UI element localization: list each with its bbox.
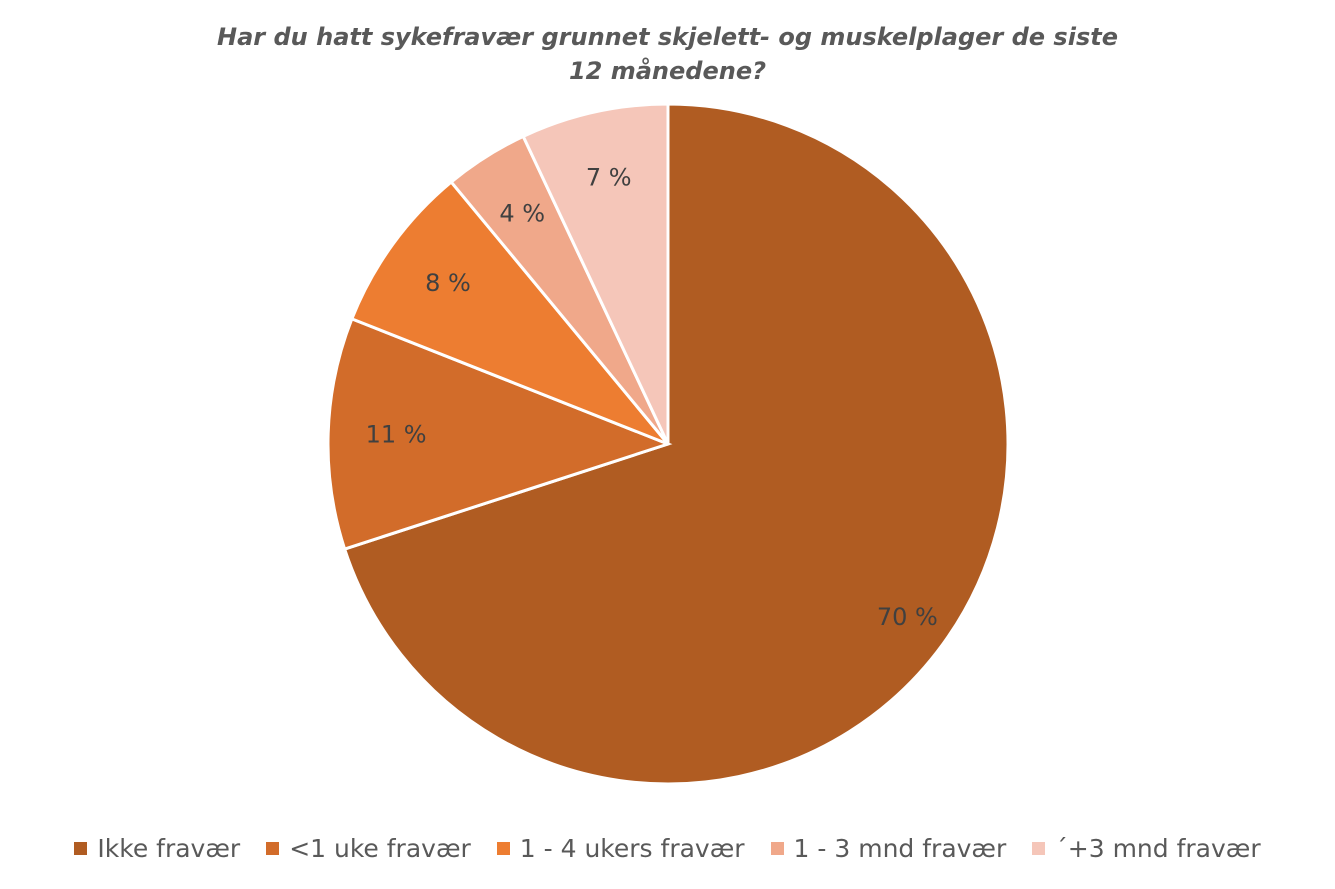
- legend-item: ´+3 mnd fravær: [1032, 834, 1261, 863]
- data-label: 4 %: [499, 199, 545, 227]
- legend-label: Ikke fravær: [97, 834, 241, 863]
- legend-swatch: [266, 842, 280, 855]
- legend-label: ´+3 mnd fravær: [1055, 834, 1261, 863]
- data-label: 11 %: [366, 420, 427, 448]
- legend-item: 1 - 3 mnd fravær: [770, 834, 1007, 863]
- legend-label: 1 - 3 mnd fravær: [793, 834, 1007, 863]
- chart-title: Har du hatt sykefravær grunnet skjelett-…: [217, 23, 1118, 85]
- legend-swatch: [74, 842, 88, 855]
- legend-swatch: [1032, 842, 1046, 855]
- legend-swatch: [496, 842, 510, 855]
- data-label: 70 %: [877, 603, 938, 631]
- legend-item: <1 uke fravær: [266, 834, 471, 863]
- legend-item: 1 - 4 ukers fravær: [496, 834, 745, 863]
- data-label: 7 %: [586, 164, 632, 192]
- legend: Ikke fravær <1 uke fravær 1 - 4 ukers frav…: [0, 834, 1335, 863]
- legend-swatch: [770, 842, 784, 855]
- legend-label: <1 uke fravær: [289, 834, 471, 863]
- pie-slice: [521, 102, 670, 445]
- pie-slice: [342, 102, 1010, 786]
- legend-item: Ikke fravær: [74, 834, 240, 863]
- pie-slice: [349, 179, 670, 446]
- pie-slice: [326, 316, 673, 551]
- data-label: 8 %: [425, 269, 471, 297]
- legend-label: 1 - 4 ukers fravær: [519, 834, 745, 863]
